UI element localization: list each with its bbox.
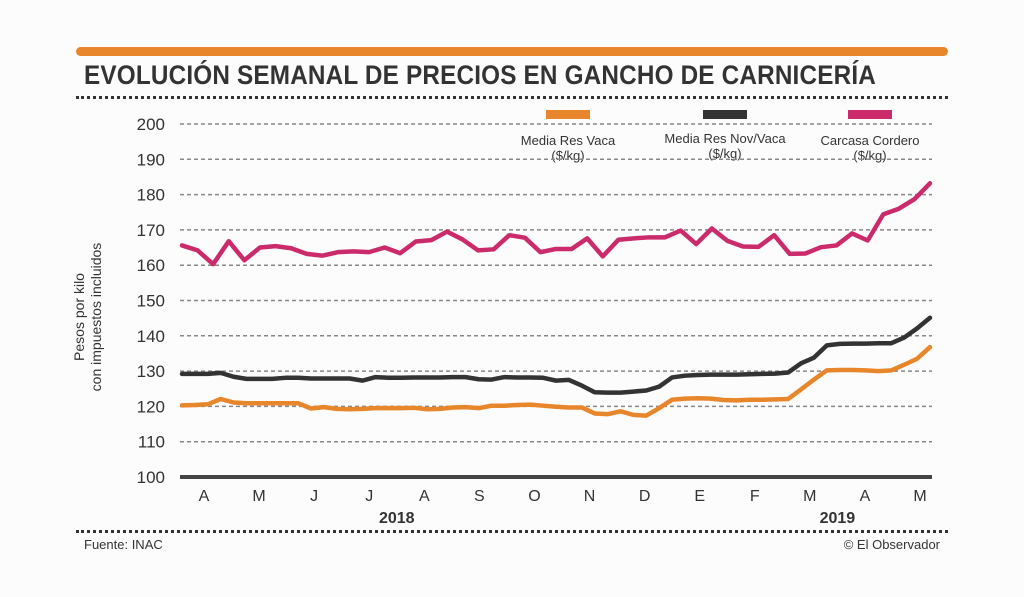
header-accent-bar: [76, 47, 948, 56]
x-year-label: 2019: [820, 510, 856, 527]
legend-unit: ($/kg): [708, 146, 742, 161]
footer-divider: [76, 530, 948, 533]
x-year-label: 2018: [379, 510, 415, 527]
x-tick-label: O: [528, 488, 540, 505]
x-tick-label: J: [310, 488, 318, 505]
series-line-carcasa-cordero: [179, 181, 933, 267]
x-tick-label: M: [913, 488, 926, 505]
y-tick-label: 120: [137, 397, 165, 416]
x-tick-label: D: [639, 488, 651, 505]
y-tick-label: 130: [137, 362, 165, 381]
x-tick-label: J: [365, 488, 373, 505]
x-tick-label: A: [199, 488, 210, 505]
x-tick-label: N: [584, 488, 596, 505]
x-tick-label: S: [474, 488, 485, 505]
title-divider: [76, 96, 948, 99]
series-line-media-res-nov-vaca: [179, 315, 933, 395]
legend-item-media-res-vaca: Media Res Vaca ($/kg): [498, 110, 638, 163]
legend-swatch: [848, 110, 892, 119]
legend-label: Media Res Nov/Vaca: [664, 131, 786, 146]
y-tick-label: 160: [137, 256, 165, 275]
x-tick-label: E: [694, 488, 705, 505]
legend-item-media-res-nov-vaca: Media Res Nov/Vaca ($/kg): [650, 110, 800, 161]
y-tick-label: 100: [137, 468, 165, 487]
legend-label: Media Res Vaca: [520, 133, 616, 148]
chart-title: EVOLUCIÓN SEMANAL DE PRECIOS EN GANCHO D…: [84, 60, 876, 90]
y-tick-label: 110: [138, 433, 165, 452]
legend-label: Carcasa Cordero: [820, 133, 920, 148]
legend-item-carcasa-cordero: Carcasa Cordero ($/kg): [806, 110, 934, 163]
legend-swatch: [546, 110, 590, 119]
y-tick-label: 170: [137, 221, 165, 240]
x-tick-label: F: [750, 488, 760, 505]
x-tick-label: M: [803, 488, 816, 505]
x-tick-label: A: [860, 488, 871, 505]
y-tick-label: 140: [137, 327, 165, 346]
source-note: Fuente: INAC: [84, 537, 163, 552]
y-tick-label: 190: [137, 150, 165, 169]
y-tick-label: 150: [137, 292, 165, 311]
y-tick-label: 200: [137, 115, 165, 134]
x-tick-label: M: [252, 488, 265, 505]
legend-swatch: [703, 110, 747, 119]
y-tick-label: 180: [137, 186, 165, 205]
credit-note: © El Observador: [843, 537, 940, 552]
x-tick-label: A: [419, 488, 430, 505]
